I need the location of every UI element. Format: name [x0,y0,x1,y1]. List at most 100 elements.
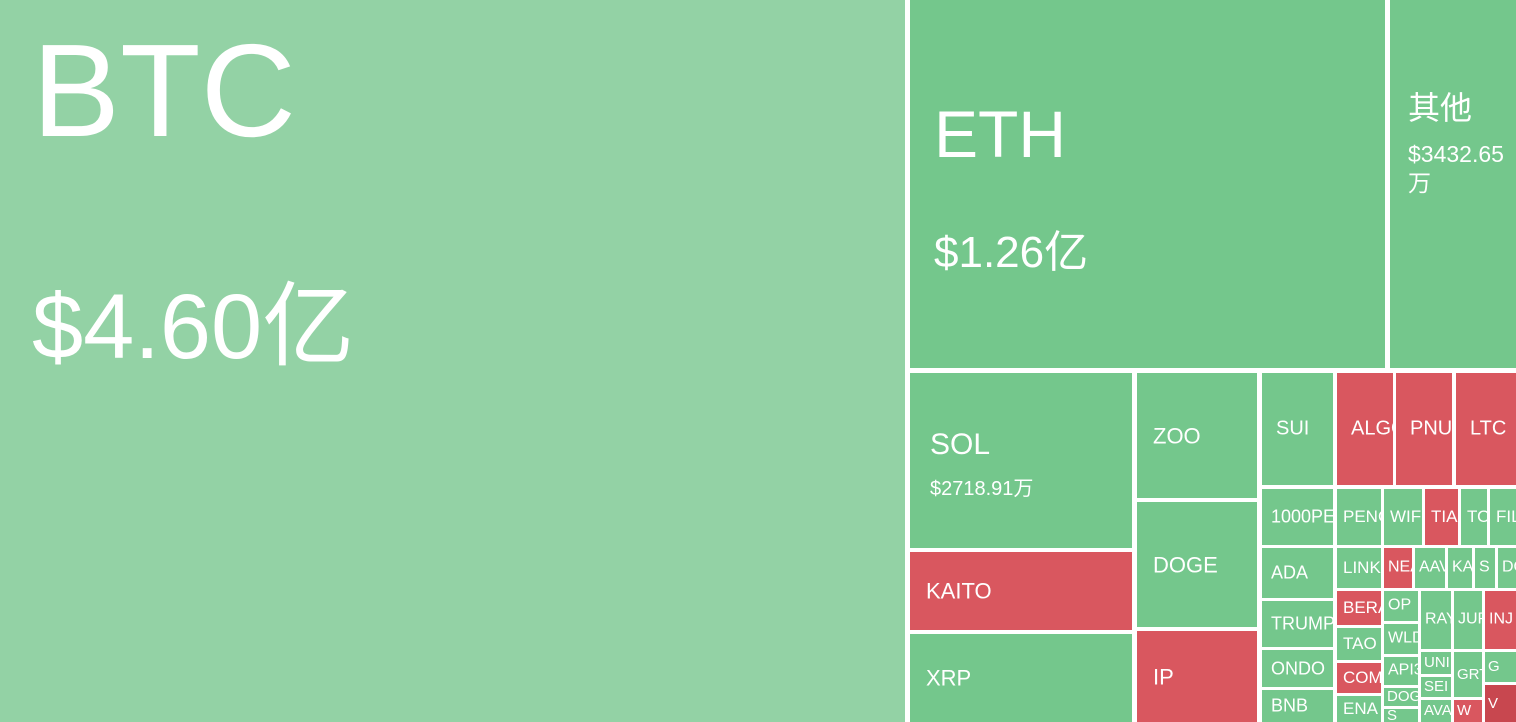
tile-ray[interactable]: RAY [1421,591,1451,649]
tile-s2-label: S [1387,709,1398,722]
tile-link[interactable]: LINK [1337,548,1381,588]
tile-trump[interactable]: TRUMP [1262,601,1333,647]
tile-sui-label: SUI [1276,417,1310,440]
tile-tao-label: TAO [1343,634,1377,654]
tile-pnut[interactable]: PNUT [1396,373,1452,485]
tile-w-label: W [1457,702,1472,720]
tile-wif-label: WIF [1390,507,1422,527]
tile-kaito-label: KAITO [926,578,992,604]
tile-tia-label: TIA [1431,507,1458,527]
tile-1000pepe[interactable]: 1000PEPE [1262,489,1333,545]
tile-ada-label: ADA [1271,562,1309,583]
tile-g-label: G [1488,658,1500,676]
tile-near-label: NEAR [1388,558,1412,576]
tile-near[interactable]: NEAR [1384,548,1412,588]
tile-uni[interactable]: UNI [1421,652,1451,674]
tile-zoo-label: ZOO [1153,422,1201,448]
tile-bera[interactable]: BERA [1337,591,1381,625]
tile-trump-label: TRUMP [1271,613,1333,634]
tile-btc-label: BTC [32,17,296,164]
tile-wld-label: WLD [1388,629,1418,647]
tile-other[interactable]: 其他 $3432.65万 [1390,0,1516,368]
tile-doge-label: DOGE [1153,551,1218,577]
tile-sui[interactable]: SUI [1262,373,1333,485]
tile-comp[interactable]: COMP [1337,663,1381,693]
tile-other-value: $3432.65万 [1408,141,1504,196]
tile-pengu-label: PENGU [1343,507,1381,527]
tile-xrp-label: XRP [926,665,972,691]
tile-ada[interactable]: ADA [1262,548,1333,598]
tile-aave-label: AAVE [1419,558,1445,576]
tile-inj-label: INJ [1489,610,1513,628]
tile-dot-label: DOT [1502,558,1516,576]
tile-algo[interactable]: ALGO [1337,373,1393,485]
tile-ip[interactable]: IP [1137,631,1257,722]
tile-grt-label: GRT [1457,665,1482,683]
tile-eth[interactable]: ETH $1.26亿 [910,0,1385,368]
tile-xrp[interactable]: XRP [910,634,1132,722]
tile-w[interactable]: W [1454,700,1482,722]
tile-sol-label: SOL [930,428,991,461]
tile-tao[interactable]: TAO [1337,628,1381,660]
tile-ena[interactable]: ENA [1337,696,1381,722]
tile-kaito[interactable]: KAITO [910,552,1132,630]
tile-sei-label: SEI [1424,678,1449,696]
tile-ray-label: RAY [1425,610,1451,628]
tile-api3-label: API3 [1388,661,1418,679]
tile-other-label: 其他 [1408,90,1473,126]
tile-ltc-label: LTC [1470,417,1507,440]
tile-s1[interactable]: S [1475,548,1495,588]
tile-v[interactable]: V [1485,685,1516,722]
tile-avax-label: AVAX [1424,702,1451,720]
tile-jup[interactable]: JUP [1454,591,1482,649]
tile-tia[interactable]: TIA [1425,489,1458,545]
tile-sol[interactable]: SOL $2718.91万 [910,373,1132,548]
tile-link-label: LINK [1343,558,1381,578]
tile-zoo[interactable]: ZOO [1137,373,1257,498]
tile-sol-value: $2718.91万 [930,478,1034,500]
tile-fil-label: FIL [1496,507,1516,527]
tile-op-label: OP [1388,596,1412,614]
tile-1000pepe-label: 1000PEPE [1271,506,1333,527]
tile-jup-label: JUP [1458,610,1482,628]
tile-wld[interactable]: WLD [1384,624,1418,654]
tile-eth-label: ETH [934,97,1066,171]
tile-s1-label: S [1479,558,1490,576]
tile-sei[interactable]: SEI [1421,677,1451,697]
tile-avax[interactable]: AVAX [1421,700,1451,722]
tile-doge[interactable]: DOGE [1137,502,1257,627]
tile-kas-label: KAS [1452,558,1472,576]
tile-pnut-label: PNUT [1410,417,1452,440]
tile-uni-label: UNI [1424,654,1450,672]
tile-ton-label: TON [1467,507,1487,527]
tile-ondo-label: ONDO [1271,658,1325,679]
tile-comp-label: COMP [1343,668,1381,688]
tile-bnb[interactable]: BNB [1262,690,1333,722]
tile-ltc[interactable]: LTC [1456,373,1516,485]
tile-ena-label: ENA [1343,699,1378,719]
tile-fil[interactable]: FIL [1490,489,1516,545]
tile-bera-label: BERA [1343,598,1381,618]
tile-op[interactable]: OP [1384,591,1418,621]
tile-ton[interactable]: TON [1461,489,1487,545]
tile-aave[interactable]: AAVE [1415,548,1445,588]
tile-inj[interactable]: INJ [1485,591,1516,649]
tile-btc-value: $4.60亿 [32,276,355,378]
tile-v-label: V [1488,694,1499,712]
tile-wif[interactable]: WIF [1384,489,1422,545]
tile-ondo[interactable]: ONDO [1262,650,1333,687]
tile-bnb-label: BNB [1271,695,1309,716]
tile-api3[interactable]: API3 [1384,657,1418,685]
tile-kas[interactable]: KAS [1448,548,1472,588]
tile-btc[interactable]: BTC $4.60亿 [0,0,905,722]
tile-g[interactable]: G [1485,652,1516,682]
tile-pengu[interactable]: PENGU [1337,489,1381,545]
tile-algo-label: ALGO [1351,417,1393,440]
tile-ip-label: IP [1153,663,1174,689]
tile-dot[interactable]: DOT [1498,548,1516,588]
tile-s2[interactable]: S [1384,709,1418,722]
tile-grt[interactable]: GRT [1454,652,1482,697]
